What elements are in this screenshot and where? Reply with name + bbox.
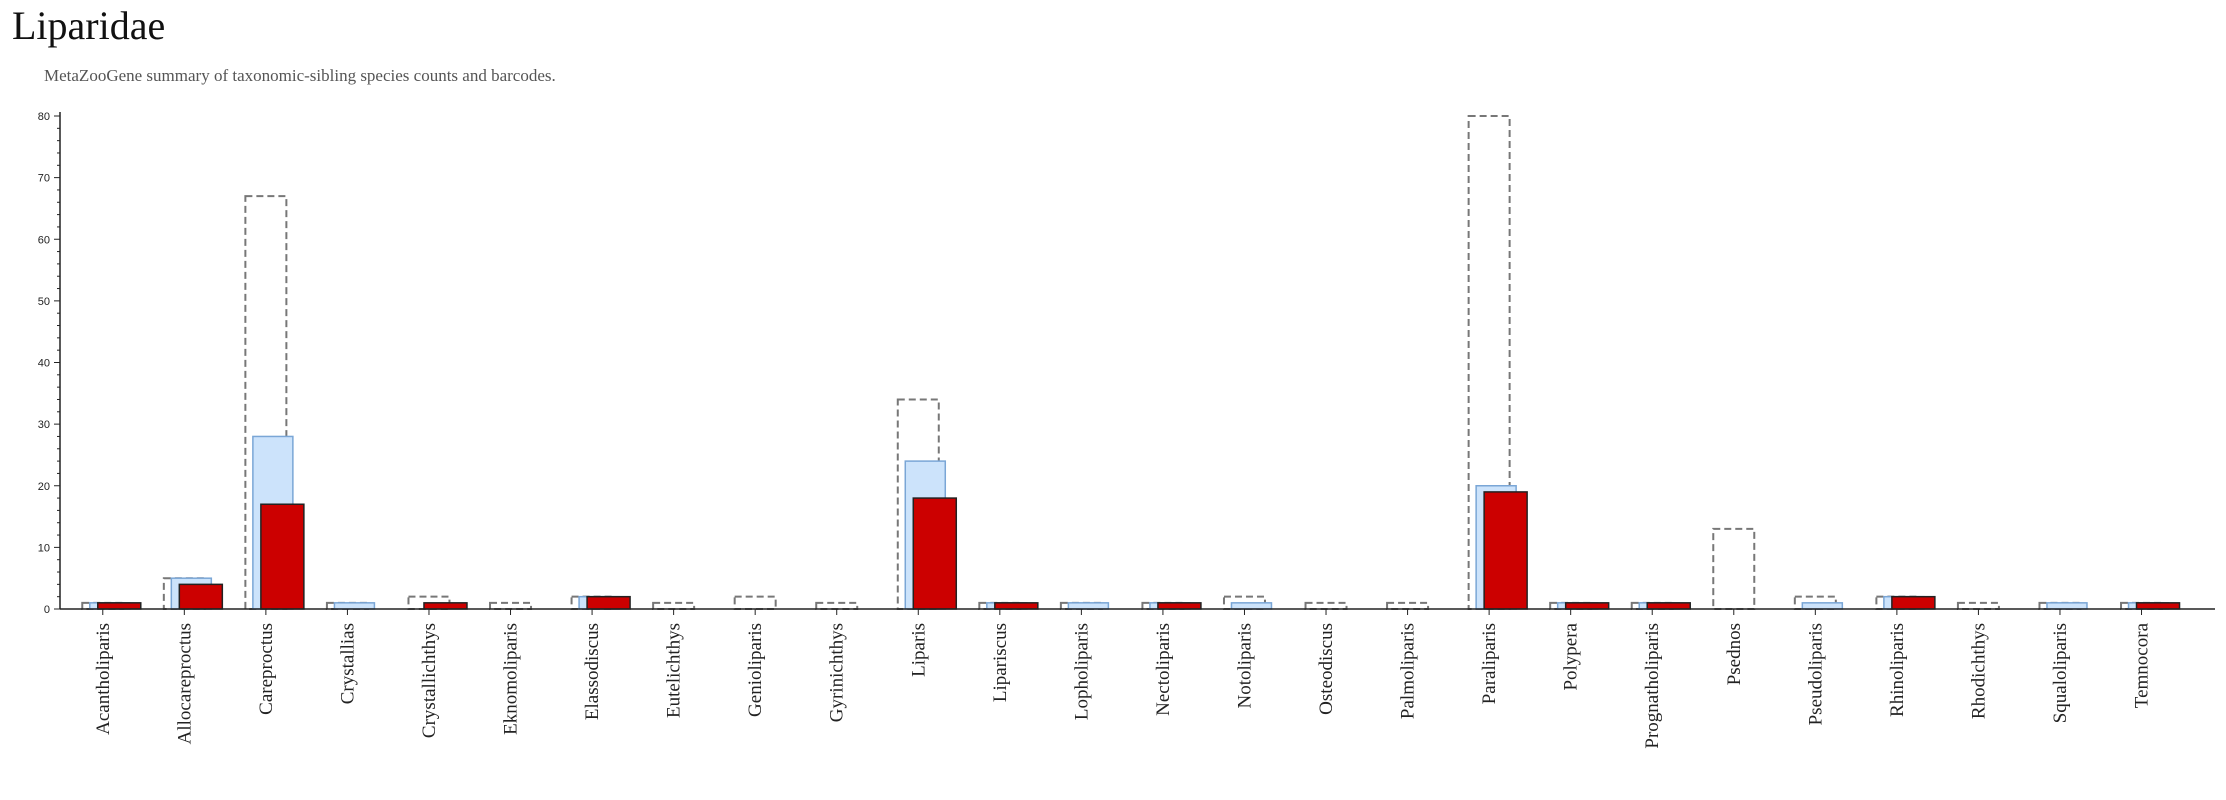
bar-total-psednos (1712, 527, 1756, 611)
bar-total-genioliparis (733, 595, 777, 610)
x-tick-label: Temnocora (2132, 622, 2153, 708)
bar-blue-notoliparis (1230, 602, 1273, 610)
x-tick-label: Gyrinichthys (827, 623, 848, 722)
y-tick-label: 60 (38, 234, 50, 246)
bar-red-prognatholiparis (1646, 602, 1691, 610)
x-tick-label: Notoliparis (1234, 623, 1255, 709)
x-tick-label: Prognatholiparis (1642, 623, 1663, 749)
bar-total-gyrinichthys (815, 601, 859, 611)
y-tick-label: 10 (38, 542, 50, 554)
bar-red-nectoliparis (1157, 602, 1202, 610)
bar-blue-crystallias (333, 602, 376, 610)
x-tick-label: Genioliparis (745, 623, 766, 717)
y-tick-label: 0 (44, 604, 50, 616)
bar-red-paraliparis (1483, 491, 1528, 610)
bar-blue-pseudoliparis (1801, 602, 1844, 610)
bar-red-crystallichthys (423, 602, 468, 610)
bar-blue-lopholiparis (1067, 602, 1110, 610)
y-tick-label: 40 (38, 358, 50, 370)
bar-total-eknomoliparis (489, 601, 533, 611)
y-tick-label: 80 (38, 111, 50, 123)
y-tick-label: 70 (38, 173, 50, 185)
page-title: Liparidae (12, 3, 166, 48)
bar-red-rhinoliparis (1891, 595, 1936, 610)
y-tick-label: 50 (38, 296, 50, 308)
x-tick-label: Pseudoliparis (1805, 623, 1826, 725)
x-labels-group: Acantholiparis Allocareproctus Careproctus… (93, 622, 2153, 748)
bar-total-eutelichthys (652, 601, 696, 611)
y-tick-label: 20 (38, 481, 50, 493)
bar-red-liparis (912, 497, 958, 610)
x-tick-label: Crystallichthys (419, 623, 440, 738)
x-tick-label: Acantholiparis (93, 623, 114, 735)
x-tick-label: Paraliparis (1479, 623, 1500, 704)
x-tick-label: Elassodiscus (582, 623, 603, 720)
x-tick-label: Careproctus (256, 623, 277, 715)
bar-blue-squaloliparis (2046, 602, 2088, 610)
axes-group (54, 112, 2215, 615)
x-tick-label: Rhinoliparis (1887, 623, 1908, 717)
x-tick-label: Rhodichthys (1968, 623, 1989, 719)
x-tick-label: Osteodiscus (1316, 623, 1337, 715)
bar-total-rhodichthys (1956, 601, 2000, 611)
y-tick-label: 30 (38, 419, 50, 431)
bars-group (81, 115, 2181, 611)
bar-red-elassodiscus (586, 595, 631, 610)
bar-total-osteodiscus (1304, 601, 1348, 611)
x-tick-label: Palmoliparis (1398, 623, 1419, 719)
x-tick-label: Lipariscus (990, 623, 1011, 702)
x-tick-label: Squaloliparis (2050, 623, 2071, 723)
x-tick-label: Eknomoliparis (501, 623, 522, 735)
x-tick-label: Polypera (1561, 622, 1582, 690)
bar-red-careproctus (260, 503, 305, 610)
x-tick-label: Psednos (1724, 623, 1745, 685)
x-tick-label: Nectoliparis (1153, 623, 1174, 716)
page-subtitle: MetaZooGene summary of taxonomic-sibling… (44, 66, 556, 85)
bar-total-palmoliparis (1386, 601, 1430, 611)
x-tick-label: Lopholiparis (1071, 623, 1092, 720)
x-tick-label: Liparis (908, 623, 929, 677)
x-tick-label: Allocareproctus (174, 623, 195, 744)
x-tick-label: Eutelichthys (664, 623, 685, 718)
bar-red-temnocora (2135, 602, 2181, 610)
bar-red-lipariscus (994, 602, 1039, 610)
bar-red-allocareproctus (178, 583, 224, 610)
bar-red-acantholiparis (97, 602, 142, 610)
bar-red-polypera (1564, 602, 1610, 610)
y-ticks-group: 0 10 20 30 40 50 60 70 80 (38, 111, 50, 616)
x-tick-label: Crystallias (337, 623, 358, 704)
